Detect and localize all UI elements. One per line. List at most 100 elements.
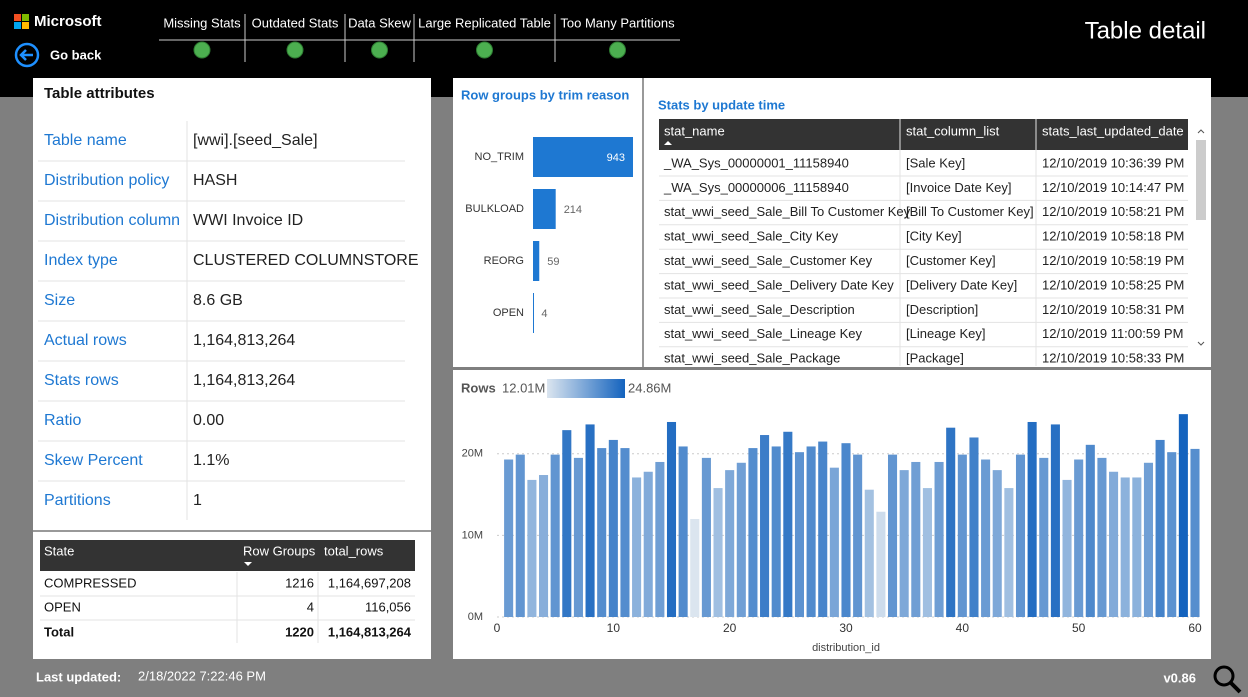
nav-tab[interactable]: Data Skew — [348, 15, 411, 30]
cell: 12/10/2019 10:58:18 PM — [1042, 229, 1184, 244]
attribute-label: Partitions — [44, 492, 111, 509]
cell: _WA_Sys_00000006_11158940 — [663, 180, 849, 195]
attribute-label: Distribution policy — [44, 172, 169, 189]
bar — [818, 441, 828, 617]
cell: [Package] — [906, 351, 964, 366]
status-dot — [609, 41, 626, 59]
bar — [992, 470, 1002, 617]
y-tick-label: 0M — [468, 611, 483, 623]
attributes-card — [33, 78, 431, 659]
attribute-label: Index type — [44, 252, 118, 269]
bar — [1178, 414, 1188, 617]
bar — [585, 424, 595, 617]
x-tick-label: 0 — [494, 621, 501, 635]
attribute-value: [wwi].[seed_Sale] — [193, 132, 318, 149]
column-header: stats_last_updated_date — [1042, 123, 1184, 138]
legend-min: 12.01M — [502, 380, 545, 395]
x-tick-label: 40 — [956, 621, 970, 635]
bar — [1143, 462, 1154, 617]
bar — [620, 448, 630, 617]
back-label[interactable]: Go back — [50, 47, 102, 62]
cell: 12/10/2019 10:58:33 PM — [1042, 351, 1184, 366]
bar — [748, 448, 758, 617]
sort-icon — [244, 562, 252, 566]
data-label: 59 — [547, 256, 559, 268]
cell: 12/10/2019 10:58:25 PM — [1042, 277, 1184, 292]
bar — [1085, 444, 1095, 617]
bar — [1155, 439, 1165, 617]
cell: stat_wwi_seed_Sale_Package — [664, 351, 840, 366]
cell: COMPRESSED — [44, 575, 136, 590]
nav-tab[interactable]: Too Many Partitions — [560, 15, 675, 30]
attribute-value: CLUSTERED COLUMNSTORE — [193, 252, 419, 269]
attribute-label: Size — [44, 292, 75, 309]
table-header — [659, 119, 1188, 150]
category-label: REORG — [484, 255, 524, 267]
data-label: 214 — [564, 204, 582, 216]
column-header: Row Groups — [243, 543, 316, 558]
cell: stat_wwi_seed_Sale_Delivery Date Key — [664, 277, 894, 292]
bar — [562, 430, 572, 617]
x-tick-label: 60 — [1188, 621, 1202, 635]
attribute-label: Table name — [44, 132, 127, 149]
bar — [864, 489, 874, 617]
cell: stat_wwi_seed_Sale_Lineage Key — [664, 326, 863, 341]
bar — [760, 435, 770, 617]
column-header: State — [44, 543, 74, 558]
cell: Total — [44, 624, 74, 639]
bar — [538, 475, 549, 617]
cell: [Invoice Date Key] — [906, 180, 1012, 195]
status-dot — [476, 41, 493, 59]
bar — [899, 470, 909, 617]
bar — [632, 477, 642, 617]
status-dot — [193, 41, 211, 59]
bar — [934, 461, 944, 617]
bar — [1097, 457, 1107, 617]
y-tick-label: 10M — [462, 529, 483, 541]
bar — [1062, 479, 1072, 617]
cell: 1216 — [285, 575, 314, 590]
bar — [1015, 454, 1026, 617]
bar — [969, 437, 979, 617]
scrollbar[interactable] — [1196, 129, 1206, 346]
status-dot — [371, 41, 388, 59]
cell: stat_wwi_seed_Sale_Bill To Customer Key — [664, 204, 911, 219]
nav-tab[interactable]: Outdated Stats — [252, 15, 339, 30]
attribute-label: Distribution column — [44, 212, 180, 229]
attribute-value: 0.00 — [193, 412, 224, 429]
bar — [1004, 488, 1014, 617]
cell: 12/10/2019 10:14:47 PM — [1042, 180, 1184, 195]
nav-tab[interactable]: Large Replicated Table — [418, 15, 551, 30]
column-header: total_rows — [324, 543, 384, 558]
bar — [876, 511, 886, 617]
cell: stat_wwi_seed_Sale_City Key — [664, 229, 839, 244]
cell: 1,164,813,264 — [328, 624, 412, 639]
bar — [655, 461, 665, 617]
bar — [736, 462, 746, 617]
attribute-value: HASH — [193, 172, 237, 189]
search-icon[interactable] — [1213, 665, 1242, 694]
logo-text: Microsoft — [34, 13, 102, 30]
attribute-value: WWI Invoice ID — [193, 212, 303, 229]
bar — [725, 470, 735, 617]
bar — [515, 454, 525, 617]
bar — [841, 443, 851, 617]
logo — [14, 14, 29, 29]
back-button[interactable]: Go back — [14, 42, 102, 68]
footer-date: 2/18/2022 7:22:46 PM — [138, 668, 266, 683]
nav-tab[interactable]: Missing Stats — [163, 15, 241, 30]
bar — [678, 446, 688, 617]
bar — [1027, 421, 1037, 617]
cell: [Sale Key] — [906, 155, 965, 170]
table-header — [40, 540, 415, 571]
status-dot — [286, 41, 304, 59]
bar — [713, 488, 723, 617]
bar — [946, 427, 956, 617]
x-tick-label: 30 — [839, 621, 853, 635]
version: v0.86 — [1163, 670, 1196, 685]
chart-title: Row groups by trim reason — [461, 87, 629, 102]
cell: 12/10/2019 10:58:19 PM — [1042, 253, 1184, 268]
bar — [911, 461, 921, 617]
